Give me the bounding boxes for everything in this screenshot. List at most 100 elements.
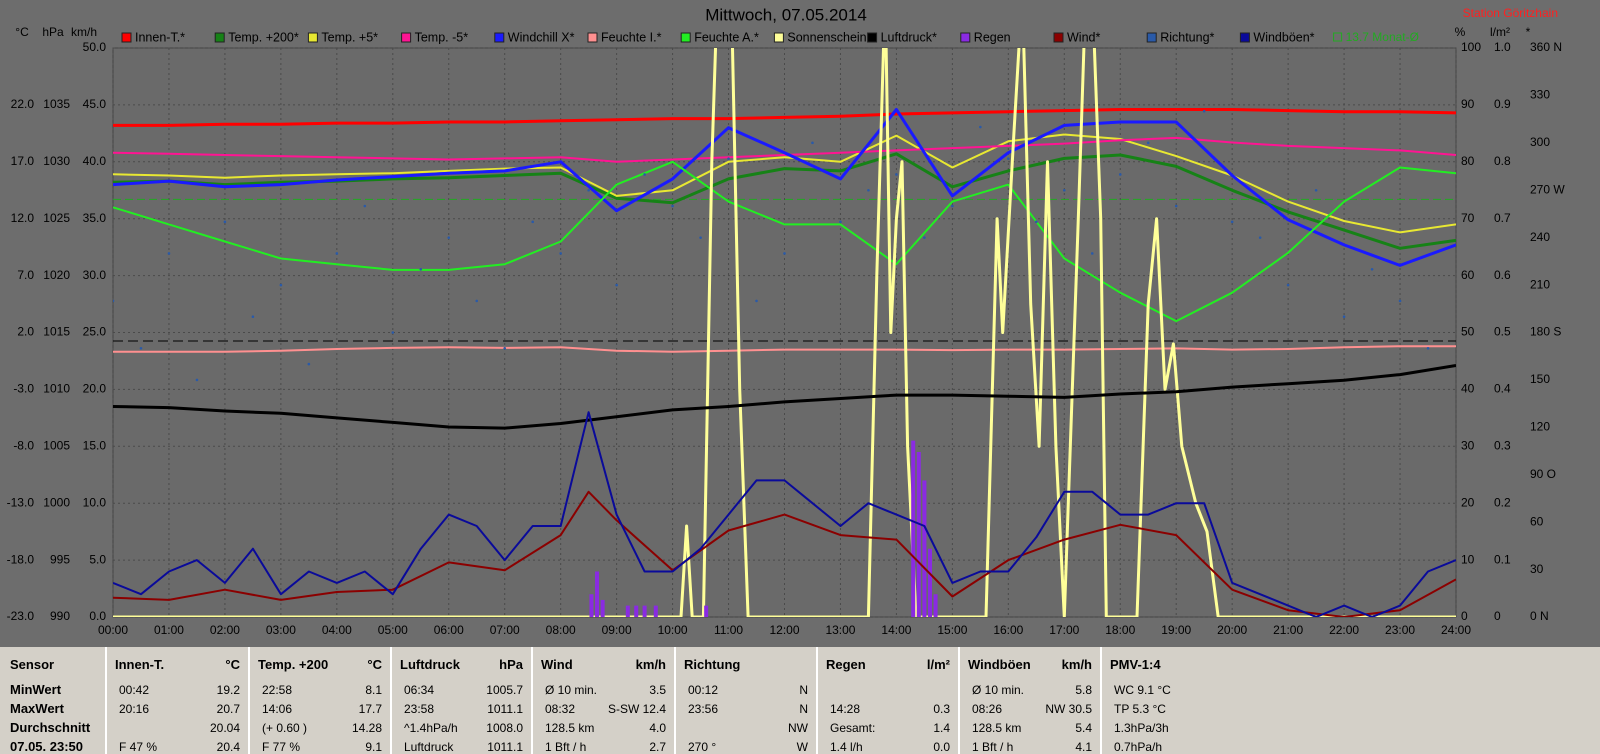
cell-label: 06:34: [404, 683, 435, 697]
y-tick-label: 1000: [43, 495, 70, 509]
cell-value: 1.4: [933, 721, 950, 735]
legend-label: Regen: [974, 30, 1011, 44]
direction-dot: [1286, 283, 1290, 287]
table-unit: hPa: [499, 657, 523, 672]
cell-label: F 77 %: [262, 740, 301, 754]
y-tick-label: 1010: [43, 382, 70, 396]
y-tick-label: 1030: [43, 154, 70, 168]
legend-label: Sonnenschein: [787, 30, 866, 44]
y-tick-label: 70: [1461, 211, 1475, 225]
y-tick-label: 0.7: [1494, 211, 1511, 225]
series-line: [113, 411, 1456, 617]
y-tick-label: 0.3: [1494, 438, 1511, 452]
cell-value: 20.4: [216, 740, 240, 754]
y-tick-label: 20: [1461, 495, 1475, 509]
cell-label: ^1.4hPa/h: [404, 721, 458, 735]
direction-dot: [195, 378, 199, 382]
legend-swatch: [494, 32, 505, 43]
cell-label: 1.4 l/h: [830, 740, 863, 754]
legend-swatch: [121, 32, 132, 43]
direction-dot: [615, 283, 618, 287]
y-tick-label: 0.2: [1494, 495, 1511, 509]
cell-value: 8.1: [365, 683, 382, 697]
series-line: [113, 136, 1456, 163]
direction-dot: [531, 220, 534, 224]
direction-dot: [1007, 157, 1010, 160]
cell-value: 17.7: [358, 702, 382, 716]
cell-label: (+ 0.60 ): [262, 721, 308, 735]
y-tick-label: 2.0: [17, 325, 34, 339]
direction-dot: [1035, 220, 1038, 224]
x-tick-label: 09:00: [602, 623, 632, 637]
rain-bar: [653, 605, 658, 617]
plot: [113, 48, 1456, 617]
direction-dot: [1230, 220, 1234, 224]
y-tick-label: 1020: [43, 268, 70, 282]
chart: 00:00 01:00 02:00 03:00 04:00 05:00 06:00 07:00…: [7, 5, 1566, 637]
series-line: [113, 490, 1456, 617]
y-tick-label: 995: [50, 552, 70, 566]
y-tick-label: 25.0: [83, 325, 107, 339]
x-tick-label: 08:00: [546, 623, 576, 637]
table-header: Temp. +200: [258, 657, 329, 672]
direction-dot: [1370, 267, 1374, 271]
direction-dot: [895, 173, 898, 176]
direction-dot: [699, 236, 702, 239]
legend-label: Richtung*: [1160, 30, 1214, 44]
y-tick-label: -3.0: [13, 382, 34, 396]
table-header: Innen-T.: [115, 657, 165, 672]
x-tick-label: 20:00: [1217, 623, 1247, 637]
x-tick-label: 23:00: [1385, 623, 1415, 637]
y-tick-label: 60: [1461, 268, 1475, 282]
table-header: Sensor: [10, 657, 55, 672]
x-tick-label: 15:00: [937, 623, 967, 637]
y-tick-label: 20.0: [83, 382, 107, 396]
y-tick-label: 30: [1461, 438, 1475, 452]
y-tick-label: 5.0: [89, 552, 106, 566]
legend-label: Windchill X*: [508, 30, 575, 44]
cell-value: 14.28: [351, 721, 382, 735]
cell-value: N: [799, 683, 808, 697]
table-column: Windböen km/h Ø 10 min. 5.8 08:26 NW 30.5 128.…: [958, 647, 1100, 754]
direction-dot: [1062, 188, 1066, 192]
y-tick-label: 90 O: [1530, 467, 1556, 481]
rain-bar: [625, 605, 630, 617]
direction-dot: [979, 125, 982, 129]
x-tick-label: 11:00: [714, 623, 743, 637]
direction-dot: [1174, 204, 1178, 208]
y-tick-label: 0.0: [89, 609, 106, 623]
direction-dot: [587, 188, 590, 192]
cell-label: WC 9.1 °C: [1114, 683, 1171, 697]
table-column: Richtung 00:12 N 23:56 N NW 270 ° W: [674, 647, 816, 754]
cell-label: 08:32: [545, 702, 576, 716]
y-tick-label: 1015: [43, 325, 70, 339]
series-line: [113, 160, 1456, 323]
row-label: MinWert: [10, 682, 62, 697]
cell-label: 23:56: [688, 702, 719, 716]
cell-label: 128.5 km: [545, 721, 595, 735]
table-header: Wind: [541, 657, 573, 672]
axis-unit: *: [1526, 25, 1531, 39]
cell-value: 1011.1: [487, 702, 523, 716]
direction-dot: [643, 173, 646, 176]
x-tick-label: 22:00: [1329, 623, 1359, 637]
y-tick-label: 45.0: [83, 97, 107, 111]
table-header: Luftdruck: [400, 657, 460, 672]
cell-label: 270 °: [688, 740, 717, 754]
cell-value: 4.0: [649, 721, 666, 735]
rain-bar: [922, 480, 927, 617]
cell-label: Gesamt:: [830, 721, 876, 735]
rain-bar: [589, 594, 594, 617]
cell-label: 0.7hPa/h: [1114, 740, 1163, 754]
y-tick-label: 180 S: [1530, 325, 1561, 339]
direction-dot: [783, 252, 786, 255]
y-tick-label: -13.0: [7, 495, 35, 509]
legend-label: Wind*: [1067, 30, 1100, 44]
legend-label: 13.7 Monat-Ø: [1346, 30, 1419, 44]
direction-dot: [1314, 188, 1318, 192]
table-column: Innen-T. °C 00:42 19.2 20:16 20.7 20.04 F 47 % 2…: [105, 647, 248, 754]
rain-bar: [704, 605, 709, 617]
direction-dot: [419, 267, 423, 271]
direction-dot: [139, 347, 143, 350]
table-column: Regen l/m² 14:28 0.3 Gesamt: 1.4 1.4 l/h 0.0: [816, 647, 958, 754]
